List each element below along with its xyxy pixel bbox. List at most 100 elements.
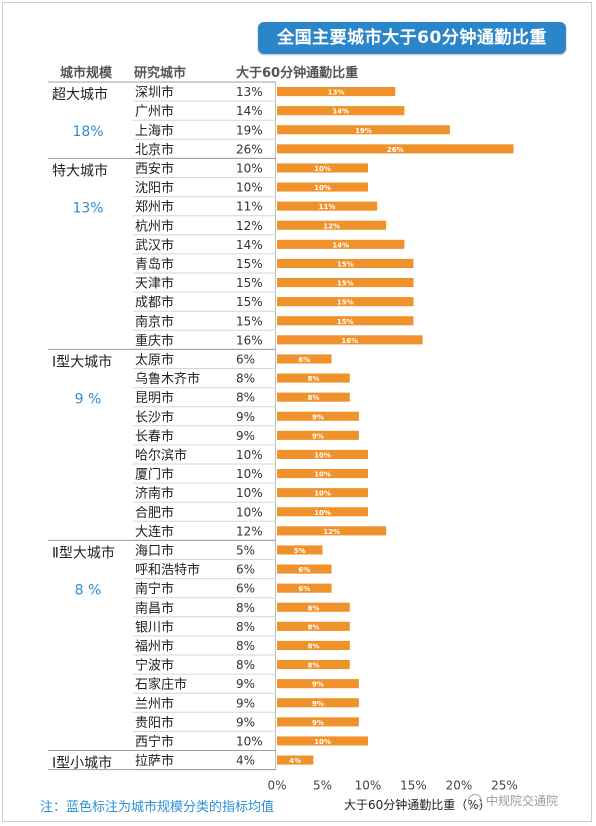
watermark: 中规院交通院 bbox=[468, 792, 558, 809]
value-label: 19% bbox=[236, 123, 263, 137]
bar-data-label: 9% bbox=[312, 432, 324, 440]
city-label: 拉萨市 bbox=[135, 753, 174, 769]
value-label: 10% bbox=[236, 161, 263, 175]
bar-data-label: 14% bbox=[332, 241, 349, 249]
bar bbox=[277, 144, 514, 154]
bar bbox=[277, 526, 387, 536]
value-label: 4% bbox=[236, 754, 255, 768]
bar bbox=[277, 755, 314, 765]
value-label: 10% bbox=[236, 448, 263, 462]
group-label: 特大城市 bbox=[52, 162, 108, 179]
bar-data-label: 9% bbox=[312, 719, 324, 727]
group-label: Ⅱ型大城市 bbox=[52, 544, 115, 561]
value-label: 8% bbox=[236, 601, 255, 615]
bar-data-label: 10% bbox=[314, 509, 331, 517]
group-average: 8 % bbox=[75, 582, 102, 598]
group-label: Ⅰ型大城市 bbox=[52, 353, 112, 370]
city-label: 昆明市 bbox=[135, 390, 174, 406]
bar-data-label: 16% bbox=[341, 337, 358, 345]
value-label: 8% bbox=[236, 658, 255, 672]
value-label: 6% bbox=[236, 582, 255, 596]
chart-title: 全国主要城市大于60分钟通勤比重 bbox=[258, 22, 566, 54]
city-label: 西安市 bbox=[135, 161, 174, 177]
bar bbox=[277, 736, 368, 746]
footnote: 注：蓝色标注为城市规模分类的指标均值 bbox=[40, 800, 275, 815]
bar bbox=[277, 469, 368, 479]
bar-data-label: 10% bbox=[314, 184, 331, 192]
x-tick-label: 25% bbox=[491, 779, 518, 793]
city-label: 宁波市 bbox=[135, 658, 174, 674]
value-label: 6% bbox=[236, 352, 255, 366]
bar bbox=[277, 698, 359, 708]
x-tick-label: 20% bbox=[446, 779, 473, 793]
header-metric: 大于60分钟通勤比重 bbox=[236, 66, 359, 81]
bar-data-label: 9% bbox=[312, 681, 324, 689]
city-label: 银川市 bbox=[135, 619, 174, 635]
value-label: 9% bbox=[236, 715, 255, 729]
bar bbox=[277, 125, 450, 135]
bar-data-label: 8% bbox=[307, 394, 319, 402]
bar-data-label: 10% bbox=[314, 471, 331, 479]
bar bbox=[277, 449, 368, 459]
value-label: 10% bbox=[236, 181, 263, 195]
city-label: 合肥市 bbox=[135, 505, 174, 521]
bar bbox=[277, 640, 350, 650]
bar-data-label: 6% bbox=[298, 585, 310, 593]
bar bbox=[277, 564, 332, 574]
bar-data-label: 12% bbox=[323, 222, 340, 230]
group-average: 13% bbox=[72, 200, 103, 216]
bar bbox=[277, 679, 359, 689]
value-label: 12% bbox=[236, 219, 263, 233]
value-label: 15% bbox=[236, 276, 263, 290]
city-label: 大连市 bbox=[135, 524, 174, 540]
bar bbox=[277, 201, 378, 211]
bar-data-label: 10% bbox=[314, 738, 331, 746]
city-label: 天津市 bbox=[135, 276, 174, 292]
city-label: 南昌市 bbox=[135, 600, 174, 616]
value-label: 10% bbox=[236, 734, 263, 748]
value-label: 9% bbox=[236, 696, 255, 710]
city-label: 重庆市 bbox=[135, 333, 174, 349]
city-label: 杭州市 bbox=[135, 218, 174, 234]
value-label: 11% bbox=[236, 200, 263, 214]
value-label: 8% bbox=[236, 639, 255, 653]
bar-data-label: 19% bbox=[355, 127, 372, 135]
bar-data-label: 14% bbox=[332, 108, 349, 116]
city-label: 兰州市 bbox=[135, 696, 174, 712]
bar bbox=[277, 239, 405, 249]
group-label: 超大城市 bbox=[52, 86, 108, 103]
city-label: 上海市 bbox=[135, 123, 174, 139]
x-tick-label: 10% bbox=[355, 779, 382, 793]
x-tick-label: 15% bbox=[400, 779, 427, 793]
city-label: 南京市 bbox=[135, 314, 174, 330]
value-label: 14% bbox=[236, 104, 263, 118]
header-city: 研究城市 bbox=[134, 66, 187, 81]
bar-data-label: 15% bbox=[337, 260, 354, 268]
bar bbox=[277, 182, 368, 192]
city-label: 长春市 bbox=[135, 428, 174, 444]
city-label: 南宁市 bbox=[135, 581, 174, 597]
value-label: 10% bbox=[236, 467, 263, 481]
value-label: 8% bbox=[236, 372, 255, 386]
value-label: 6% bbox=[236, 563, 255, 577]
value-label: 9% bbox=[236, 677, 255, 691]
bar-data-label: 15% bbox=[337, 299, 354, 307]
value-label: 13% bbox=[236, 85, 263, 99]
value-label: 9% bbox=[236, 410, 255, 424]
bar-data-label: 8% bbox=[307, 375, 319, 383]
bar bbox=[277, 545, 323, 555]
value-label: 10% bbox=[236, 486, 263, 500]
bar bbox=[277, 373, 350, 383]
city-label: 成都市 bbox=[135, 295, 174, 311]
bar bbox=[277, 278, 414, 288]
bar bbox=[277, 507, 368, 517]
bar-data-label: 26% bbox=[387, 146, 404, 154]
bar bbox=[277, 163, 368, 173]
bar bbox=[277, 297, 414, 307]
city-label: 福州市 bbox=[135, 638, 174, 654]
city-label: 呼和浩特市 bbox=[135, 562, 200, 578]
bar-data-label: 8% bbox=[307, 604, 319, 612]
bar-data-label: 9% bbox=[312, 413, 324, 421]
city-label: 广州市 bbox=[135, 104, 174, 120]
